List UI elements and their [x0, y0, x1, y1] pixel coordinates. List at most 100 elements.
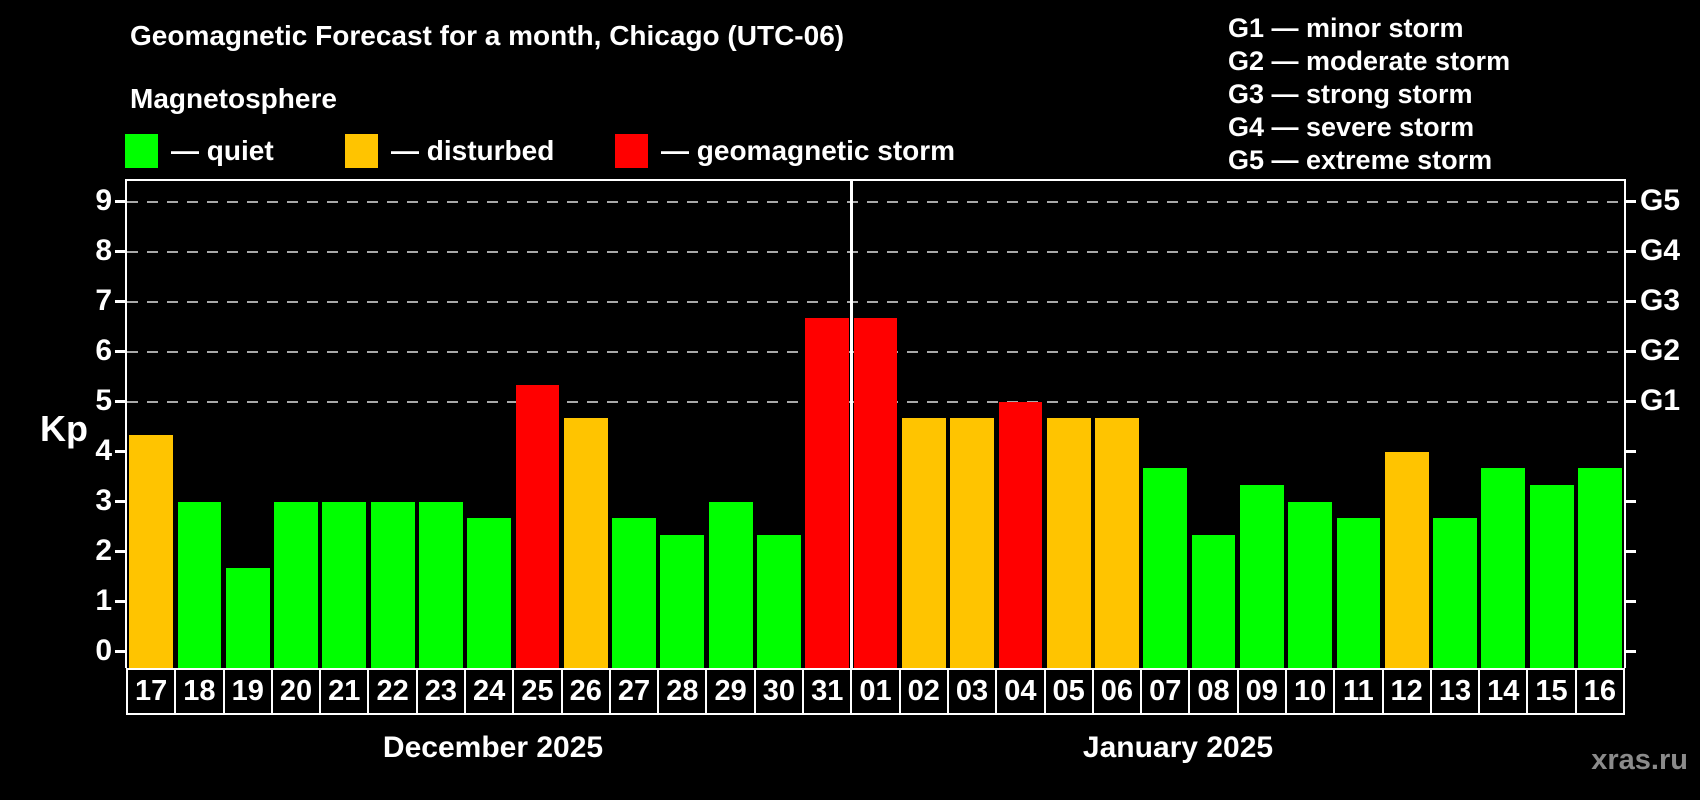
plot-area-frame	[125, 179, 1626, 668]
month-divider-line	[850, 181, 853, 668]
y-tick-label-1: 1	[95, 583, 112, 617]
legend-item-quiet: — quiet	[125, 133, 274, 169]
watermark: xras.ru	[1591, 744, 1688, 776]
legend-item-disturbed: — disturbed	[345, 133, 554, 169]
kp-bar-day-30	[757, 535, 801, 668]
kp-bar-day-07	[1143, 468, 1188, 668]
kp-bar-day-17	[129, 435, 174, 668]
g-scale-label-g5: G5	[1640, 183, 1681, 217]
right-tick-7	[1624, 300, 1636, 303]
kp-bar-day-18	[177, 501, 222, 668]
gridline-kp-7	[127, 300, 1624, 303]
right-tick-3	[1624, 500, 1636, 503]
kp-bar-day-01	[853, 318, 898, 668]
y-tick-label-7: 7	[95, 283, 112, 317]
y-tick-label-9: 9	[95, 183, 112, 217]
right-tick-2	[1624, 550, 1636, 553]
storm-scale-line: G1 — minor storm	[1228, 13, 1464, 43]
date-cell-09: 09	[1236, 668, 1287, 715]
date-cell-15: 15	[1526, 668, 1577, 715]
date-cell-04: 04	[995, 668, 1046, 715]
kp-bar-day-03	[950, 418, 995, 668]
date-cell-29: 29	[705, 668, 756, 715]
left-tick-8	[115, 250, 127, 253]
storm-scale-line: G2 — moderate storm	[1228, 46, 1511, 76]
g-scale-label-g4: G4	[1640, 233, 1681, 267]
kp-bar-day-28	[660, 535, 705, 668]
date-cell-27: 27	[608, 668, 660, 715]
gridline-kp-9	[127, 200, 1624, 203]
date-cell-06: 06	[1091, 668, 1143, 715]
date-cell-26: 26	[560, 668, 611, 715]
g-scale-label-g1: G1	[1640, 383, 1681, 417]
date-cell-03: 03	[946, 668, 998, 715]
kp-bar-day-25	[515, 385, 560, 668]
kp-bar-day-27	[612, 518, 656, 668]
y-axis-title: Kp	[40, 408, 88, 449]
storm-scale-line: G3 — strong storm	[1228, 79, 1473, 109]
date-cell-16: 16	[1574, 668, 1625, 715]
disturbed-swatch-icon	[345, 134, 378, 168]
kp-bar-day-19	[225, 568, 270, 668]
y-tick-label-5: 5	[95, 383, 112, 417]
date-cell-10: 10	[1284, 668, 1336, 715]
kp-bar-day-05	[1046, 418, 1091, 668]
kp-bar-day-31	[805, 318, 850, 668]
right-tick-0	[1624, 650, 1636, 653]
left-tick-6	[115, 350, 127, 353]
y-tick-label-2: 2	[95, 533, 112, 567]
date-cell-30: 30	[753, 668, 805, 715]
legend-label: — disturbed	[391, 135, 555, 166]
kp-bar-day-22	[370, 501, 415, 668]
gridline-kp-8	[127, 250, 1624, 253]
legend-item-storm: — geomagnetic storm	[615, 133, 955, 169]
kp-bar-day-06	[1095, 418, 1139, 668]
date-cell-07: 07	[1140, 668, 1191, 715]
kp-bar-day-29	[708, 501, 753, 668]
date-cell-21: 21	[319, 668, 370, 715]
date-cell-25: 25	[512, 668, 563, 715]
kp-bar-day-09	[1239, 485, 1284, 668]
kp-bar-day-15	[1529, 485, 1574, 668]
right-tick-4	[1624, 450, 1636, 453]
date-cell-22: 22	[367, 668, 418, 715]
y-tick-label-0: 0	[95, 633, 112, 667]
date-cell-12: 12	[1381, 668, 1432, 715]
left-tick-4	[115, 450, 127, 453]
left-tick-3	[115, 500, 127, 503]
date-cell-28: 28	[657, 668, 708, 715]
kp-bar-day-20	[274, 501, 318, 668]
y-tick-label-8: 8	[95, 233, 112, 267]
kp-bar-day-16	[1578, 468, 1622, 668]
kp-bar-day-12	[1384, 451, 1429, 668]
date-cell-23: 23	[415, 668, 467, 715]
storm-scale-line: G4 — severe storm	[1228, 112, 1475, 142]
legend-label: — quiet	[171, 135, 274, 166]
chart-title: Geomagnetic Forecast for a month, Chicag…	[130, 20, 845, 51]
y-tick-label-4: 4	[95, 433, 112, 467]
kp-bar-day-02	[901, 418, 946, 668]
kp-bar-day-04	[998, 401, 1043, 668]
date-cell-11: 11	[1333, 668, 1384, 715]
date-cell-18: 18	[174, 668, 225, 715]
month-label-january: January 2025	[1082, 731, 1274, 764]
kp-bar-day-26	[563, 418, 608, 668]
g-scale-label-g2: G2	[1640, 333, 1681, 367]
left-tick-0	[115, 650, 127, 653]
right-tick-8	[1624, 250, 1636, 253]
left-tick-2	[115, 550, 127, 553]
storm-scale-legend: G1 — minor storm G2 — moderate storm G3 — …	[1228, 12, 1510, 177]
date-cell-20: 20	[270, 668, 322, 715]
chart-subtitle: Magnetosphere	[130, 83, 337, 114]
date-cell-31: 31	[802, 668, 853, 715]
kp-bar-day-08	[1191, 535, 1236, 668]
month-label-december: December 2025	[382, 731, 604, 764]
date-cell-13: 13	[1429, 668, 1481, 715]
right-tick-5	[1624, 400, 1636, 403]
left-tick-1	[115, 600, 127, 603]
kp-bar-day-11	[1336, 518, 1381, 668]
date-cell-01: 01	[850, 668, 901, 715]
kp-bar-day-23	[419, 501, 463, 668]
date-cell-17: 17	[126, 668, 177, 715]
right-tick-9	[1624, 200, 1636, 203]
